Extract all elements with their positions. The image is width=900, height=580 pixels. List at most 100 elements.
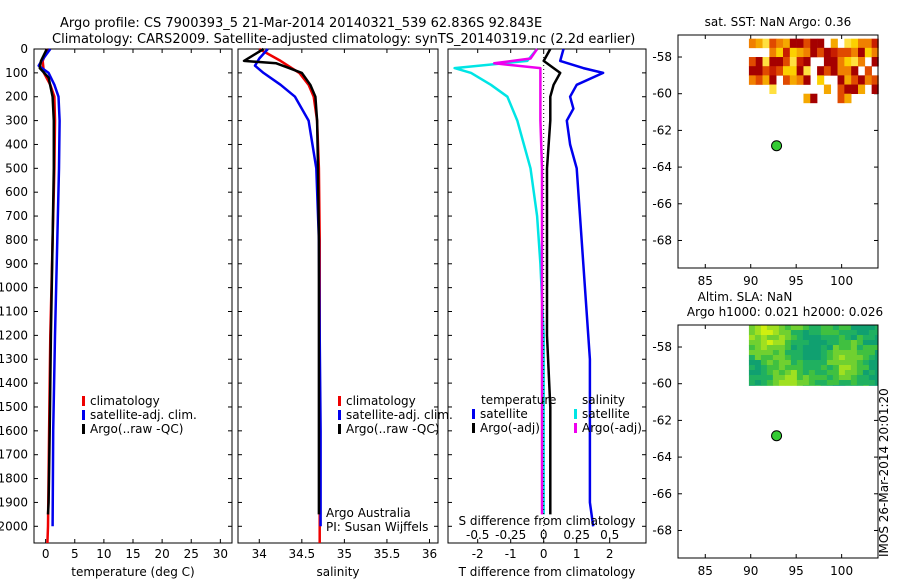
map-x-tick-label: 100 [830, 564, 853, 578]
sla-cell [844, 330, 852, 336]
sla-cell [772, 370, 780, 376]
sla-cell [772, 345, 780, 351]
sla-cell [844, 325, 852, 331]
map-y-tick-label: -66 [652, 487, 672, 501]
sla-cell [808, 375, 816, 381]
sla-cell [868, 350, 876, 356]
sla-cell [838, 325, 846, 331]
sla-cell [778, 370, 786, 376]
x-tick-top-label: -0.25 [495, 528, 526, 542]
x-tick-top-label: -0.5 [466, 528, 489, 542]
sla-cell [868, 330, 876, 336]
temperature-xlabel: temperature (deg C) [71, 565, 194, 579]
sla-cell [844, 340, 852, 346]
legend-label: satellite-adj. clim. [346, 408, 453, 422]
sst-cell [769, 47, 777, 58]
series-line-argo-raw-qc- [242, 47, 321, 515]
sst-cell [783, 75, 791, 85]
legend-swatch [472, 423, 475, 433]
sla-cell [772, 355, 780, 361]
sst-cell [858, 84, 866, 95]
sla-cell [820, 365, 828, 371]
sst-cell [830, 38, 838, 49]
sst-cell [789, 75, 797, 85]
sst-cell [769, 66, 777, 76]
sla-cell [838, 350, 846, 356]
sla-cell [862, 360, 870, 366]
sla-cell [790, 380, 798, 386]
sla-cell [796, 375, 804, 381]
sla-cell [790, 365, 798, 371]
sla-cell [820, 330, 828, 336]
sla-cell [760, 330, 768, 336]
sla-cell [754, 365, 762, 371]
sst-cell [871, 75, 879, 85]
sla-cell [832, 365, 840, 371]
legend-label: Argo(-adj) [582, 421, 642, 435]
sst-cell [796, 57, 804, 67]
sla-cell [868, 380, 876, 386]
sla-cell [862, 340, 870, 346]
sla-cell [772, 330, 780, 336]
sla-cell [814, 355, 822, 361]
sla-cell [772, 375, 780, 381]
sst-cell [851, 84, 859, 95]
sla-cell [874, 330, 879, 336]
sla-cell [826, 385, 834, 386]
sla-cell [754, 370, 762, 376]
sst_map-panel: 85 90 95 100 -58 -60 -62 -64 -66 -68 sat. SST: NaN… [652, 15, 879, 288]
sla-cell [784, 350, 792, 356]
x-tick-label: -2 [472, 547, 484, 561]
sla-cell [802, 325, 810, 331]
sla-cell [862, 325, 870, 331]
sla-cell [826, 340, 834, 346]
sla-cell [754, 355, 762, 361]
sla-cell [808, 340, 816, 346]
sla-cell [868, 370, 876, 376]
sla-cell [850, 380, 858, 386]
sst-cell [837, 57, 845, 67]
series-line-satellite-adj-clim- [253, 48, 322, 527]
sst-cell [748, 38, 757, 49]
sst-cell [823, 84, 832, 95]
sla-cell [790, 370, 798, 376]
sst-cell [837, 93, 845, 104]
sst-cell [769, 57, 777, 67]
sst-cell [783, 57, 791, 67]
sla-cell [766, 345, 774, 351]
x-tick-label: 0 [540, 547, 548, 561]
temperature-frame [33, 48, 233, 544]
sla-cell [766, 355, 774, 361]
sst-cell [762, 75, 770, 85]
sla-cell [874, 360, 879, 366]
sla-cell [844, 335, 852, 341]
sla-cell [778, 360, 786, 366]
sst-cell [823, 57, 832, 67]
sla-cell [844, 365, 852, 371]
sla-cell [850, 350, 858, 356]
sla-cell [754, 350, 762, 356]
sla-cell [772, 350, 780, 356]
legend-swatch [338, 410, 341, 420]
sla-cell [778, 335, 786, 341]
sla-cell [820, 340, 828, 346]
sla-cell [850, 360, 858, 366]
sla-cell [754, 385, 762, 386]
sla-cell [778, 380, 786, 386]
sla-cell [790, 355, 798, 361]
sst-cell [851, 57, 859, 67]
sla-cell [754, 360, 762, 366]
sla-cell [802, 345, 810, 351]
map-y-tick-label: -60 [652, 377, 672, 391]
sla-cell [862, 335, 870, 341]
legend-title-temperature: temperature [481, 393, 556, 407]
sla-cell [760, 335, 768, 341]
sst-cell [851, 38, 859, 49]
legend-label: satellite [582, 407, 630, 421]
sla-cell [796, 385, 804, 386]
depth-tick-label: 600 [5, 185, 28, 199]
sst-cell [817, 47, 825, 58]
sla-cell [766, 370, 774, 376]
sla-cell [808, 385, 816, 386]
sla-cell [754, 330, 762, 336]
